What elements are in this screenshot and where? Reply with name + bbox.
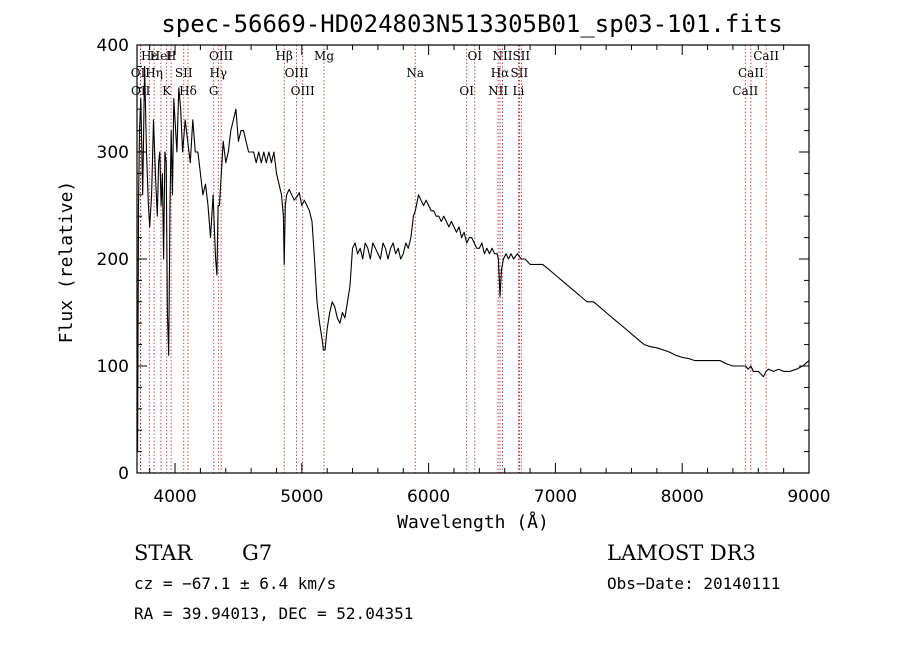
spectral-line-label: NII (493, 49, 513, 63)
spectral-line-label: Li (512, 84, 524, 98)
spectral-line-label: NII (488, 84, 508, 98)
spectral-line-label: H (166, 49, 176, 63)
chart-title: spec-56669-HD024803N513305B01_sp03-101.f… (161, 10, 782, 38)
object-class: STAR (134, 541, 193, 565)
spectral-line-label: Hη (145, 66, 163, 80)
spectral-line-label: OIII (285, 66, 309, 80)
spectral-line-label: CaII (732, 84, 758, 98)
spectral-line-label: OI (467, 49, 482, 63)
spectral-line-label: OIII (291, 84, 315, 98)
spectral-line-label: Hε (141, 49, 158, 63)
spectral-line-label: SII (175, 66, 193, 80)
x-axis-label: Wavelength (Å) (397, 511, 549, 533)
spectral-line-label: SII (512, 49, 530, 63)
spectral-line-labels: Hε OII OII HeI Hη K H SII Hδ OIII Hγ G Hβ OIII OIII Mg N… (131, 49, 780, 98)
spectral-line-label: G (209, 84, 219, 98)
spectral-line-label: OII (131, 84, 151, 98)
spectrum-series-line (136, 65, 810, 453)
redshift-velocity: cz = −67.1 ± 6.4 km/s (134, 574, 336, 593)
x-axis: 4000 5000 6000 7000 8000 9000 (149, 45, 831, 507)
y-tick-label: 400 (97, 36, 129, 56)
spectral-line-label: SII (511, 66, 529, 80)
y-tick-label: 100 (97, 357, 129, 377)
spectral-line-label: K (162, 84, 172, 98)
spectral-line-label: Hδ (179, 84, 197, 98)
y-tick-label: 300 (97, 143, 129, 163)
spectral-line-label: Hβ (276, 49, 293, 63)
spectral-line-markers (140, 45, 767, 473)
y-tick-label: 200 (97, 250, 129, 270)
y-tick-label: 0 (118, 464, 129, 484)
ra-dec-coordinates: RA = 39.94013, DEC = 52.04351 (134, 604, 413, 623)
x-tick-label: 7000 (534, 487, 577, 507)
spectral-line-label: Hγ (209, 66, 227, 80)
spectral-line-label: CaII (738, 66, 764, 80)
x-tick-label: 6000 (407, 487, 450, 507)
spectral-line-label: OII (131, 66, 151, 80)
x-tick-label: 8000 (661, 487, 704, 507)
plot-frame (136, 44, 810, 474)
observation-date: Obs−Date: 20140111 (607, 574, 780, 593)
x-tick-label: 9000 (787, 487, 830, 507)
object-subclass: G7 (242, 541, 272, 565)
spectral-line-label: Hα (491, 66, 510, 80)
spectral-line-label: CaII (753, 49, 779, 63)
spectral-line-label: Na (406, 66, 424, 80)
y-axis-label: Flux (relative) (56, 181, 77, 344)
spectral-line-label: Mg (314, 49, 334, 63)
y-axis: 0 100 200 300 400 (97, 36, 809, 484)
x-tick-label: 5000 (280, 487, 323, 507)
x-tick-label: 4000 (153, 487, 196, 507)
spectral-line-label: HeI (150, 49, 173, 63)
spectral-line-label: OI (459, 84, 474, 98)
survey-name: LAMOST DR3 (607, 541, 756, 565)
spectral-line-label: OIII (209, 49, 233, 63)
